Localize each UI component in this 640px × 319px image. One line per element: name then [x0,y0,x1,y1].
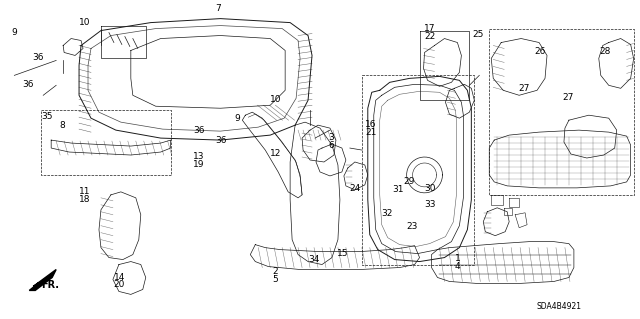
Text: 22: 22 [424,32,435,41]
Text: 6: 6 [328,141,334,150]
Text: 8: 8 [59,121,65,130]
Text: 12: 12 [269,149,281,158]
Text: 28: 28 [600,47,611,56]
Text: 16: 16 [365,120,377,129]
Text: 3: 3 [328,133,334,142]
Text: 19: 19 [193,160,205,169]
Text: 36: 36 [193,126,205,135]
Text: 36: 36 [33,53,44,62]
Text: 36: 36 [22,80,34,89]
Text: 32: 32 [381,209,392,218]
Text: 2: 2 [273,267,278,276]
Text: 24: 24 [349,184,361,193]
Text: 25: 25 [472,31,484,40]
Polygon shape [29,270,56,290]
Text: SDA4B4921: SDA4B4921 [537,302,582,311]
Text: 18: 18 [79,195,90,204]
Text: 34: 34 [308,255,319,264]
Text: 4: 4 [455,262,460,271]
Text: 35: 35 [42,112,53,121]
Text: 27: 27 [518,84,529,93]
Text: 5: 5 [273,275,278,284]
Text: 27: 27 [563,93,574,102]
Text: 17: 17 [424,24,435,33]
Text: 36: 36 [216,136,227,145]
Text: 9: 9 [234,114,240,123]
Text: 10: 10 [79,19,90,27]
Text: 29: 29 [404,177,415,186]
Text: 20: 20 [113,280,125,289]
Text: 10: 10 [269,95,281,104]
Text: 9: 9 [12,28,17,37]
Text: 14: 14 [113,272,125,281]
Text: FR.: FR. [41,280,59,290]
Text: 1: 1 [455,254,461,263]
Text: 21: 21 [365,128,377,137]
Text: 13: 13 [193,152,205,161]
Text: 26: 26 [534,47,545,56]
Text: 15: 15 [337,249,348,258]
Text: 30: 30 [424,184,435,193]
Text: 7: 7 [215,4,221,13]
Text: 11: 11 [79,187,90,196]
Text: 33: 33 [424,200,435,209]
Text: 31: 31 [392,185,403,194]
Text: 23: 23 [406,222,418,231]
